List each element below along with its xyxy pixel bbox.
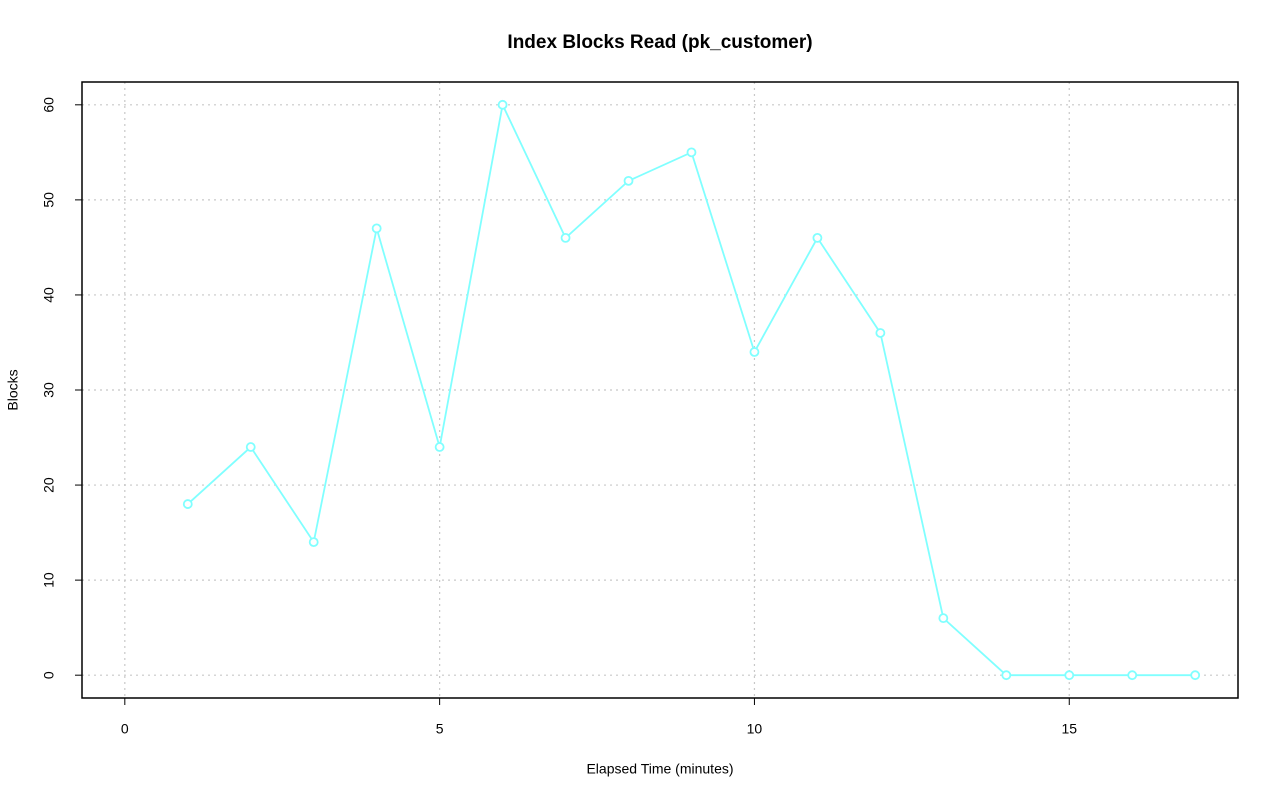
data-point: [434, 442, 445, 452]
data-point: [560, 233, 571, 243]
y-tick-label: 60: [41, 97, 57, 113]
data-point: [1001, 670, 1012, 681]
data-point: [182, 499, 193, 509]
data-point: [749, 347, 760, 357]
data-point: [308, 537, 319, 547]
y-tick-label: 0: [41, 671, 57, 679]
x-tick-label: 15: [1061, 721, 1077, 737]
data-point: [1064, 670, 1075, 681]
y-tick-label: 50: [41, 192, 57, 208]
data-point: [1190, 670, 1201, 681]
y-tick-label: 10: [41, 572, 57, 588]
y-tick-label: 30: [41, 382, 57, 398]
data-point: [1127, 670, 1138, 681]
chart-title: Index Blocks Read (pk_customer): [507, 32, 812, 53]
data-point: [686, 147, 697, 158]
data-point: [938, 613, 949, 624]
x-axis-label: Elapsed Time (minutes): [586, 761, 733, 777]
plot-frame: [81, 81, 1239, 699]
data-point: [812, 233, 823, 243]
x-tick-label: 0: [121, 721, 129, 737]
data-point: [497, 99, 508, 110]
y-tick-label: 40: [41, 287, 57, 303]
y-tick-label: 20: [41, 477, 57, 493]
data-point: [245, 442, 256, 452]
data-point: [875, 328, 886, 338]
data-point: [623, 175, 634, 186]
x-tick-label: 10: [747, 721, 763, 737]
x-tick-label: 5: [436, 721, 444, 737]
data-point: [371, 223, 382, 234]
y-axis-label: Blocks: [5, 369, 21, 410]
